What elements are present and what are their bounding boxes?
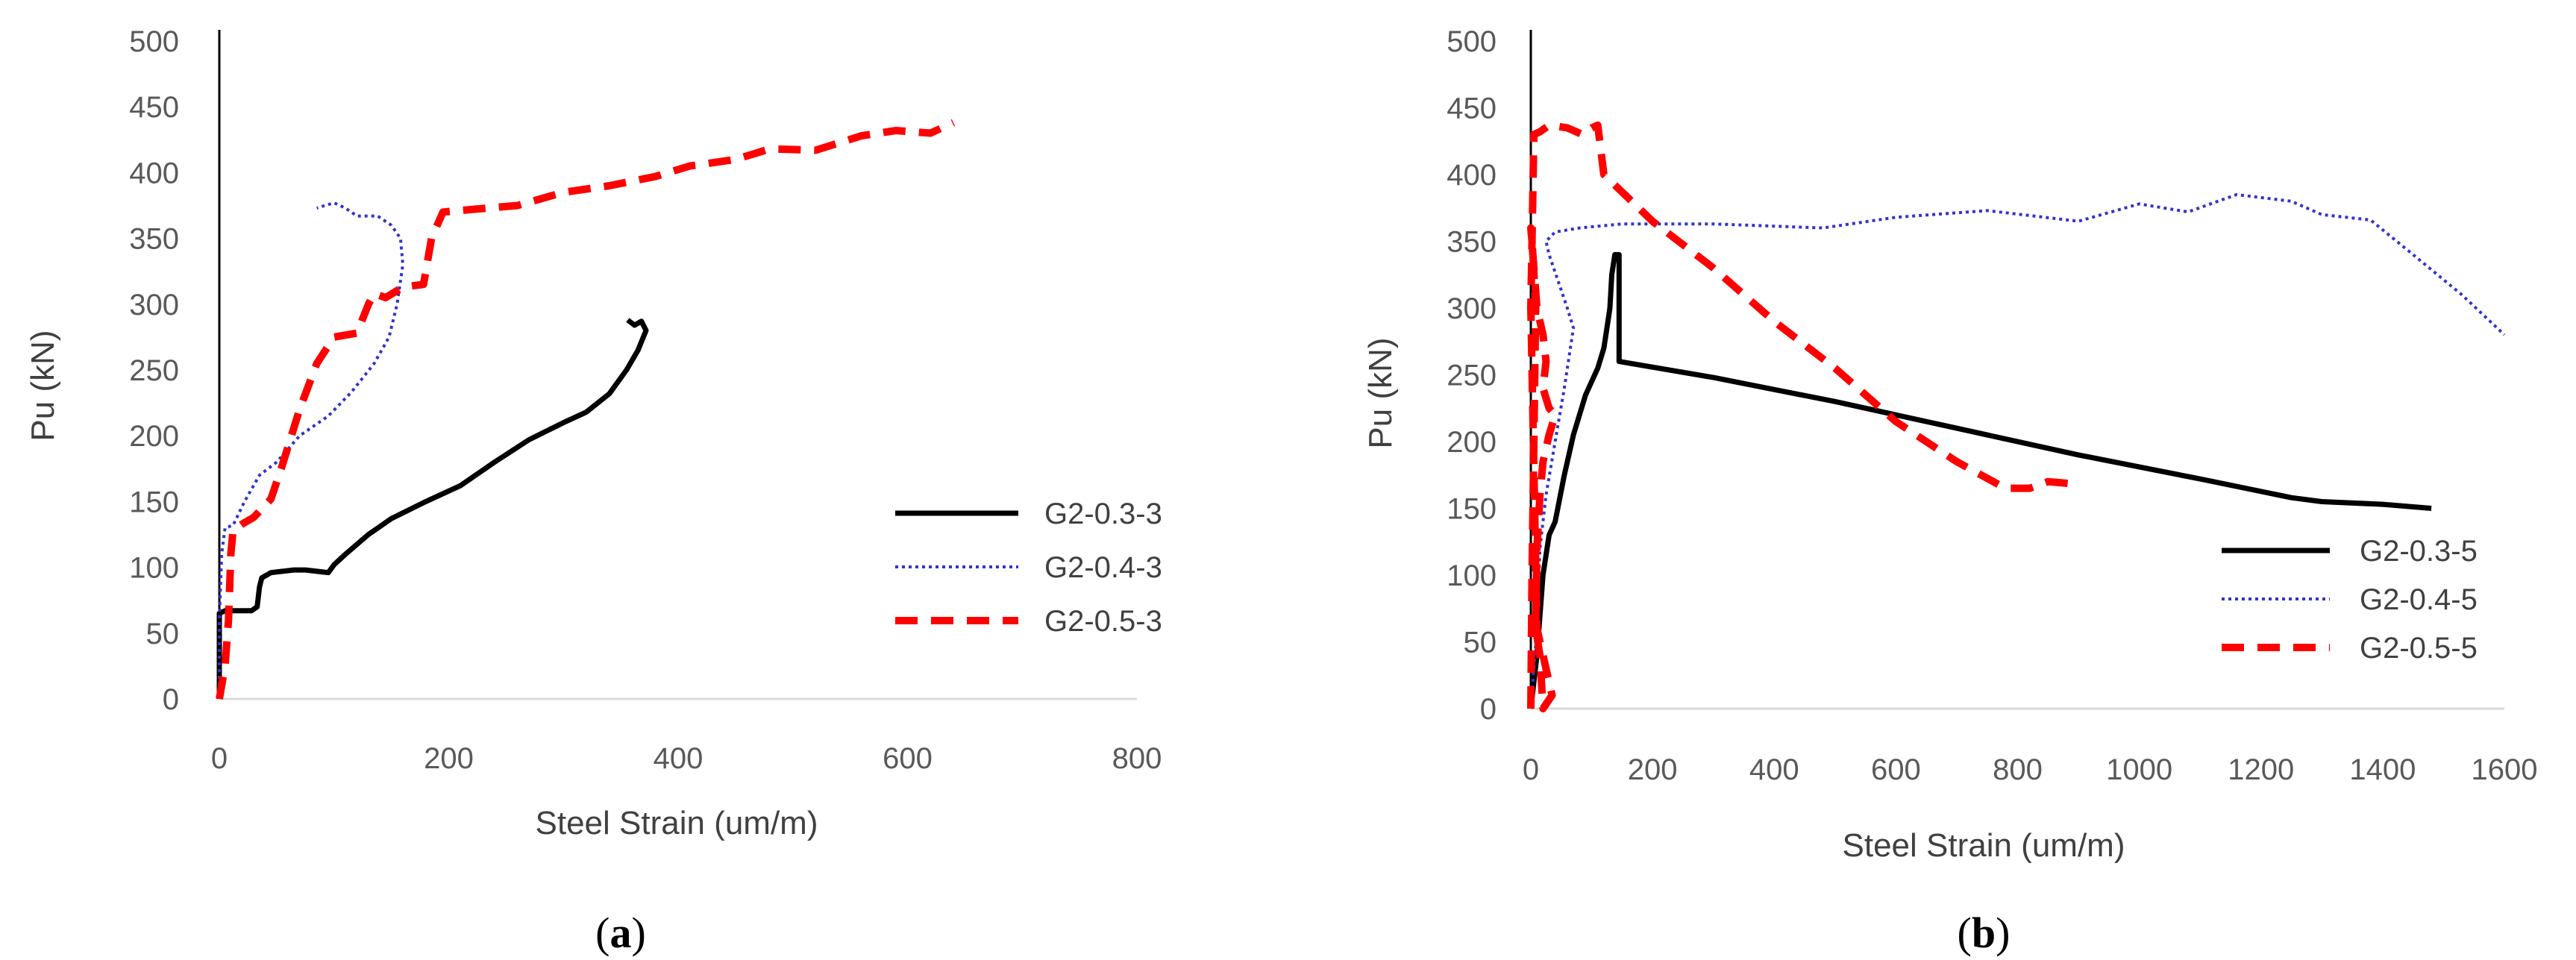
y-tick-label: 200 [129, 420, 179, 453]
series-line-G2-0.3-5 [1528, 251, 2432, 709]
y-tick-label: 400 [129, 157, 179, 189]
legend-label: G2-0.4-3 [1044, 551, 1162, 584]
legend-a: G2-0.3-3 G2-0.4-3 G2-0.5-3 [895, 498, 1162, 638]
series-layer-a [216, 119, 956, 700]
panel-caption-a: (a) [595, 909, 646, 957]
x-tick-label: 200 [424, 742, 474, 775]
caption-close: ) [1996, 909, 2010, 957]
x-tick-label: 400 [1749, 753, 1799, 786]
series-layer-b [1527, 121, 2506, 712]
y-tick-label: 400 [1447, 159, 1497, 192]
x-tick-label: 1400 [2349, 753, 2416, 786]
x-axis-title: Steel Strain (um/m) [1843, 827, 2125, 864]
legend-label: G2-0.3-3 [1044, 498, 1162, 530]
series-line-G2-0.3-3 [216, 318, 649, 699]
y-axis-title: Pu (kN) [25, 330, 61, 441]
legend-label: G2-0.3-5 [2360, 535, 2478, 568]
x-tick-label: 600 [883, 742, 933, 775]
y-tick-label: 300 [1447, 292, 1497, 325]
y-tick-label: 450 [129, 91, 179, 124]
y-tick-label: 500 [1447, 25, 1497, 58]
ticks-a: 0 200 400 600 800 0 50 100 150 200 250 300 350 400 450… [129, 25, 1162, 775]
y-tick-label: 100 [129, 552, 179, 585]
legend-b: G2-0.3-5 G2-0.4-5 G2-0.5-5 [2222, 535, 2478, 665]
chart-panel-a: 0 200 400 600 800 0 50 100 150 200 250 300 350 400 450… [25, 25, 1162, 957]
y-tick-label: 500 [129, 25, 179, 58]
y-tick-label: 450 [1447, 92, 1497, 125]
x-tick-label: 0 [211, 742, 228, 775]
x-axis-title: Steel Strain (um/m) [536, 805, 818, 841]
caption-letter: a [610, 909, 632, 957]
x-tick-label: 200 [1628, 753, 1678, 786]
y-tick-label: 100 [1447, 559, 1497, 592]
x-tick-label: 800 [1993, 753, 2043, 786]
y-axis-title: Pu (kN) [1362, 337, 1399, 448]
y-tick-label: 0 [1480, 693, 1497, 726]
series-line-G2-0.5-5 [1527, 121, 2079, 712]
y-tick-label: 150 [129, 486, 179, 518]
caption-open: ( [595, 909, 609, 957]
caption-close: ) [632, 909, 646, 957]
caption-open: ( [1958, 909, 1972, 957]
x-tick-label: 800 [1112, 742, 1162, 775]
y-tick-label: 150 [1447, 493, 1497, 526]
panel-caption-b: (b) [1958, 909, 2011, 957]
x-tick-label: 1200 [2228, 753, 2294, 786]
chart-panel-b: 0 200 400 600 800 1000 1200 1400 1600 0 50 100 150 20… [1362, 25, 2537, 957]
y-tick-label: 200 [1447, 426, 1497, 459]
x-tick-label: 600 [1871, 753, 1921, 786]
caption-letter: b [1972, 909, 1996, 957]
y-tick-label: 250 [129, 354, 179, 387]
x-tick-label: 1000 [2106, 753, 2172, 786]
y-tick-label: 350 [1447, 226, 1497, 259]
y-tick-label: 0 [163, 683, 179, 716]
x-tick-label: 1600 [2472, 753, 2538, 786]
legend-label: G2-0.4-5 [2360, 583, 2478, 616]
x-tick-label: 0 [1523, 753, 1539, 786]
legend-label: G2-0.5-5 [2360, 632, 2478, 665]
axes-a [218, 30, 1137, 700]
y-tick-label: 50 [1464, 627, 1497, 659]
y-tick-label: 50 [146, 618, 180, 650]
series-line-G2-0.5-3 [216, 119, 956, 700]
series-line-G2-0.4-3 [218, 201, 404, 699]
y-tick-label: 300 [129, 289, 179, 321]
legend-label: G2-0.5-3 [1044, 605, 1162, 638]
ticks-b: 0 200 400 600 800 1000 1200 1400 1600 0 50 100 150 20… [1447, 25, 2537, 786]
y-tick-label: 350 [129, 223, 179, 256]
y-tick-label: 250 [1447, 360, 1497, 392]
x-tick-label: 400 [654, 742, 703, 775]
series-line-G2-0.4-5 [1529, 192, 2506, 709]
